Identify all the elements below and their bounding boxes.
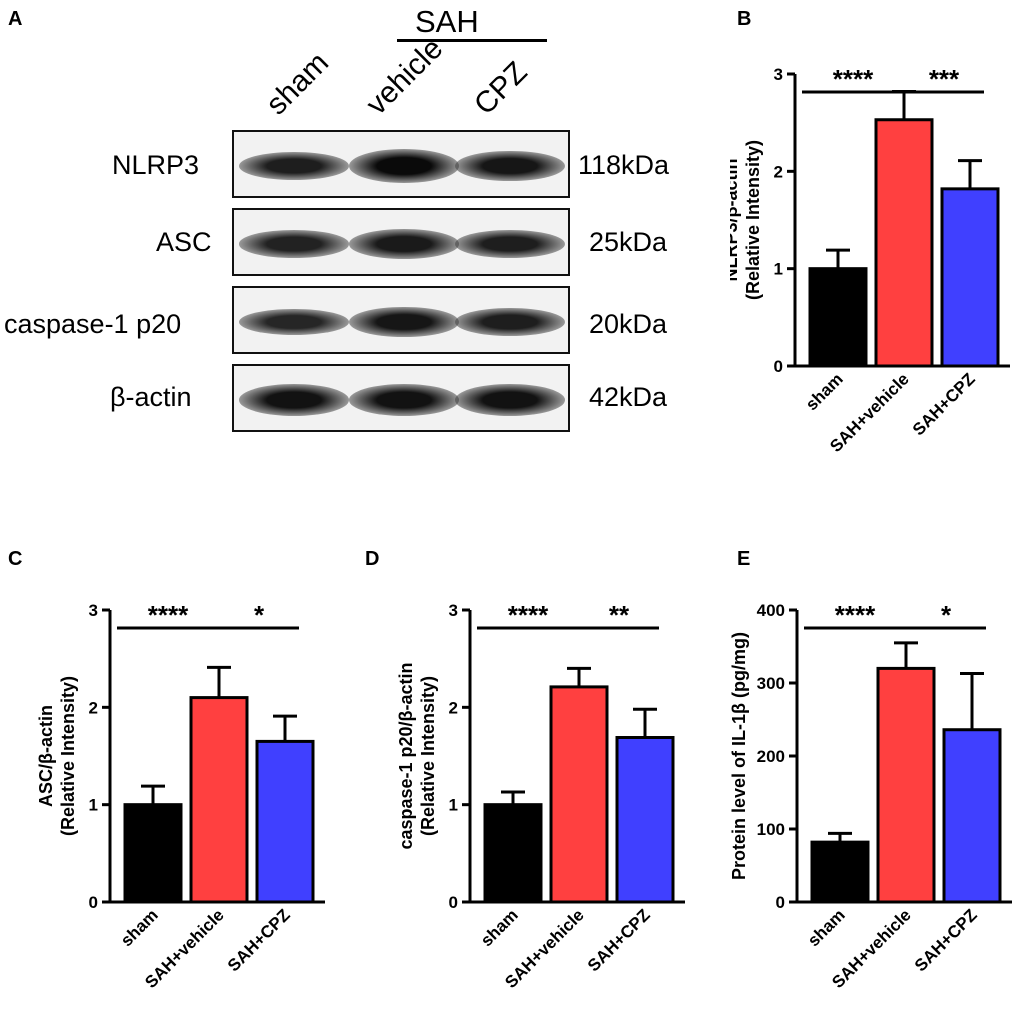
blot-band xyxy=(349,306,459,338)
y-tick-label: 200 xyxy=(757,747,785,766)
weight-label-asc: 25kDa xyxy=(589,227,668,257)
x-tick-label: SAH+CPZ xyxy=(584,905,654,975)
y-tick-label: 3 xyxy=(774,65,783,84)
bar-sah-vehicle xyxy=(874,118,934,368)
panel-letter-d: D xyxy=(365,548,380,570)
y-axis-label: (Relative Intensity) xyxy=(743,140,763,300)
y-tick-label: 300 xyxy=(757,674,785,693)
significance-label: * xyxy=(941,600,952,630)
blot-band xyxy=(349,229,459,259)
y-tick-label: 0 xyxy=(776,893,785,912)
y-tick-label: 1 xyxy=(774,260,783,279)
blot-strip xyxy=(232,208,570,276)
blot-band xyxy=(455,384,565,416)
panel-letter-e: E xyxy=(737,548,751,570)
weight-label-actin: 42kDa xyxy=(589,382,668,412)
blot-strip xyxy=(232,286,570,354)
y-axis-label: (Relative Intensity) xyxy=(418,676,438,836)
blot-band xyxy=(239,308,349,336)
bar-sah-vehicle xyxy=(876,666,936,904)
significance-label: *** xyxy=(929,64,960,94)
y-tick-label: 0 xyxy=(89,893,98,912)
blot-band xyxy=(349,384,459,416)
y-axis-label: caspase-1 p20/β-actin xyxy=(396,662,416,849)
blot-band xyxy=(349,149,459,183)
y-tick-label: 2 xyxy=(449,698,458,717)
panel-letter-b: B xyxy=(737,8,752,30)
lane-label-vehicle: vehicle xyxy=(359,31,450,122)
bar-sham xyxy=(483,803,543,904)
blot-band xyxy=(239,230,349,258)
bar-sah-cpz xyxy=(940,187,1000,368)
bar-sah-cpz xyxy=(255,739,315,904)
y-axis-label: ASC/β-actin xyxy=(36,705,56,807)
blot-band xyxy=(455,307,565,337)
x-tick-label: SAH+CPZ xyxy=(909,369,979,439)
y-tick-label: 1 xyxy=(89,796,98,815)
y-axis-label: Protein level of IL-1β (pg/mg) xyxy=(729,632,749,880)
x-tick-label: sham xyxy=(802,369,847,414)
chart-caspase: 0 1 2 3 caspase-1 p20/β-actin (Relative Inten… xyxy=(396,600,685,992)
chart-nlrp3: 0 1 2 3 NLRP3/β-actin (Relative Intensity) sha… xyxy=(730,64,1010,456)
protein-label-actin: β-actin xyxy=(110,382,192,412)
blot-band xyxy=(239,151,349,181)
x-tick-label: SAH+CPZ xyxy=(911,905,981,975)
chart-il1b: 0 100 200 300 400 Protein level of IL-1β (pg/… xyxy=(729,600,1012,992)
significance-label: **** xyxy=(508,600,549,630)
bar-sah-vehicle xyxy=(189,696,249,904)
significance-label: **** xyxy=(835,600,876,630)
y-tick-label: 3 xyxy=(449,601,458,620)
bar-sham xyxy=(123,803,183,904)
panel-letter-a: A xyxy=(8,8,23,30)
sah-group-line xyxy=(397,39,547,42)
protein-label-nlrp3: NLRP3 xyxy=(112,150,200,180)
bar-sham xyxy=(810,840,870,904)
y-axis-label: (Relative Intensity) xyxy=(58,676,78,836)
y-tick-label: 3 xyxy=(89,601,98,620)
bar-sah-cpz xyxy=(942,728,1002,904)
significance-label: ** xyxy=(609,600,630,630)
y-tick-label: 2 xyxy=(774,162,783,181)
lane-label-sham: sham xyxy=(259,46,336,122)
y-tick-label: 2 xyxy=(89,698,98,717)
panel-letter-c: C xyxy=(8,548,23,570)
significance-label: * xyxy=(254,600,265,630)
y-tick-label: 400 xyxy=(757,601,785,620)
x-tick-label: sham xyxy=(804,905,849,950)
significance-label: **** xyxy=(833,64,874,94)
blot-band xyxy=(455,229,565,259)
blot-band xyxy=(455,150,565,182)
blot-strip xyxy=(232,130,570,198)
weight-label-nlrp3: 118kDa xyxy=(578,150,670,180)
sah-group-header: SAH xyxy=(415,4,479,39)
chart-asc: 0 1 2 3 ASC/β-actin (Relative Intensity) sham S… xyxy=(36,600,325,992)
weight-label-caspase: 20kDa xyxy=(589,309,668,339)
bar-sah-cpz xyxy=(615,736,675,904)
y-tick-label: 100 xyxy=(757,820,785,839)
bar-sham xyxy=(808,267,868,368)
bar-sah-vehicle xyxy=(549,685,609,904)
x-tick-label: SAH+CPZ xyxy=(224,905,294,975)
x-tick-label: sham xyxy=(117,905,162,950)
blot-band xyxy=(239,384,349,416)
protein-label-caspase: caspase-1 p20 xyxy=(4,309,182,339)
y-tick-label: 1 xyxy=(449,796,458,815)
lane-label-cpz: CPZ xyxy=(467,55,534,122)
blot-strip xyxy=(232,364,570,432)
y-tick-label: 0 xyxy=(449,893,458,912)
y-axis-label: NLRP3/β-actin xyxy=(730,158,741,281)
x-tick-label: sham xyxy=(477,905,522,950)
protein-label-asc: ASC xyxy=(156,227,212,257)
y-tick-label: 0 xyxy=(774,357,783,376)
significance-label: **** xyxy=(148,600,189,630)
